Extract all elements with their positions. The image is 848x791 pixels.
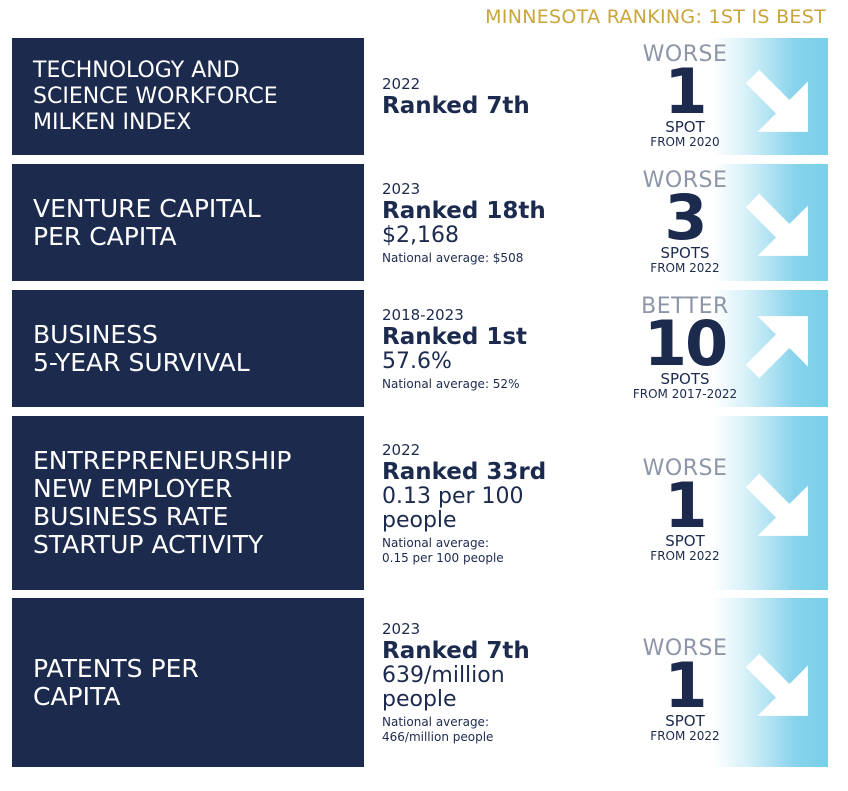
metric-stats: 2022 Ranked 33rd 0.13 per 100 people Nat… [382, 416, 622, 590]
change-spot-label: SPOT [665, 118, 705, 136]
ranking-row-patents: PATENTS PER CAPITA 2023 Ranked 7th 639/m… [12, 598, 828, 767]
change-badge: WORSE 3 SPOTS FROM 2022 [610, 164, 828, 281]
change-direction: WORSE [642, 168, 728, 193]
metric-rank: Ranked 7th [382, 638, 530, 664]
arrow-down-right-icon [734, 642, 818, 726]
change-direction: WORSE [642, 636, 728, 661]
metric-label-box: PATENTS PER CAPITA [12, 598, 364, 767]
metric-stats: 2023 Ranked 7th 639/million people Natio… [382, 598, 622, 767]
metric-rank: Ranked 1st [382, 323, 528, 350]
arrow-down-right-icon [734, 462, 818, 546]
metric-label-box: TECHNOLOGY AND SCIENCE WORKFORCE MILKEN … [12, 38, 364, 155]
national-average: National average: 0.15 per 100 people [382, 535, 504, 565]
change-number: 10 [643, 307, 728, 380]
change-text: WORSE 1 SPOT FROM 2022 [618, 456, 752, 564]
change-badge: BETTER 10 SPOTS FROM 2017-2022 [610, 290, 828, 407]
metric-value: 639/million people [382, 663, 505, 712]
metric-year: 2023 [382, 620, 421, 638]
change-text: BETTER 10 SPOTS FROM 2017-2022 [610, 294, 760, 402]
metric-value: 57.6% [382, 348, 452, 374]
metric-value: $2,168 [382, 222, 459, 248]
change-text: WORSE 1 SPOT FROM 2020 [618, 42, 752, 150]
metric-label: BUSINESS 5-YEAR SURVIVAL [33, 319, 250, 377]
metric-rank: Ranked 33rd [382, 458, 547, 485]
metric-label: TECHNOLOGY AND SCIENCE WORKFORCE MILKEN … [33, 57, 278, 135]
metric-label: PATENTS PER CAPITA [33, 653, 199, 711]
ranking-row-venture-capital: VENTURE CAPITAL PER CAPITA 2023 Ranked 1… [12, 164, 828, 281]
change-text: WORSE 1 SPOT FROM 2022 [618, 636, 752, 744]
change-direction: BETTER [641, 294, 729, 319]
change-spot-label: SPOT [665, 532, 705, 550]
metric-value: 0.13 per 100 people [382, 483, 524, 533]
national-average: National average: $508 [382, 250, 524, 265]
arrow-down-right-icon [734, 182, 818, 266]
change-badge: WORSE 1 SPOT FROM 2022 [610, 416, 828, 590]
ranking-row-tech-workforce: TECHNOLOGY AND SCIENCE WORKFORCE MILKEN … [12, 38, 828, 155]
metric-year: 2023 [382, 179, 421, 198]
metric-label: ENTREPRENEURSHIP NEW EMPLOYER BUSINESS R… [33, 446, 292, 559]
change-spot-label: SPOTS [660, 244, 710, 262]
change-badge: WORSE 1 SPOT FROM 2022 [610, 598, 828, 767]
change-text: WORSE 3 SPOTS FROM 2022 [618, 168, 752, 276]
national-average: National average: 466/million people [382, 715, 494, 744]
national-average: National average: 52% [382, 376, 520, 391]
change-spot-label: SPOT [665, 712, 705, 730]
change-from-label: FROM 2022 [650, 261, 720, 275]
change-direction: WORSE [642, 456, 728, 481]
change-from-label: FROM 2017-2022 [632, 387, 738, 401]
metric-label: VENTURE CAPITAL PER CAPITA [33, 193, 261, 251]
metric-label-box: BUSINESS 5-YEAR SURVIVAL [12, 290, 364, 407]
change-number: 1 [664, 55, 707, 128]
metric-rank: Ranked 7th [382, 92, 530, 119]
metric-year: 2018-2023 [382, 305, 464, 324]
change-number: 1 [664, 649, 707, 722]
metric-rank: Ranked 18th [382, 197, 546, 224]
metric-year: 2022 [382, 440, 421, 459]
change-from-label: FROM 2022 [650, 729, 720, 743]
ranking-row-business-survival: BUSINESS 5-YEAR SURVIVAL 2018-2023 Ranke… [12, 290, 828, 407]
change-from-label: FROM 2022 [650, 549, 720, 563]
arrow-down-right-icon [734, 58, 818, 142]
metric-stats: 2022 Ranked 7th [382, 38, 622, 155]
ranking-row-entrepreneurship: ENTREPRENEURSHIP NEW EMPLOYER BUSINESS R… [12, 416, 828, 590]
ranking-header: MINNESOTA RANKING: 1ST IS BEST [485, 6, 826, 28]
metric-label-box: VENTURE CAPITAL PER CAPITA [12, 164, 364, 281]
metric-stats: 2023 Ranked 18th $2,168 National average… [382, 164, 622, 281]
arrow-up-right-icon [734, 306, 818, 390]
metric-year: 2022 [382, 74, 421, 93]
change-badge: WORSE 1 SPOT FROM 2020 [610, 38, 828, 155]
metric-stats: 2018-2023 Ranked 1st 57.6% National aver… [382, 290, 622, 407]
change-spot-label: SPOTS [660, 370, 710, 388]
change-number: 3 [664, 181, 707, 254]
metric-label-box: ENTREPRENEURSHIP NEW EMPLOYER BUSINESS R… [12, 416, 364, 590]
change-number: 1 [664, 469, 707, 542]
change-direction: WORSE [642, 42, 728, 67]
change-from-label: FROM 2020 [650, 135, 720, 149]
